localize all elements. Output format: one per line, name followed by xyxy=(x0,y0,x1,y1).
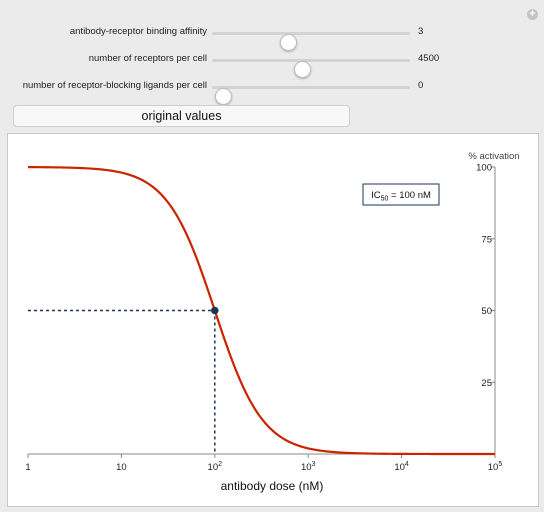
svg-text:IC50 = 100 nM: IC50 = 100 nM xyxy=(371,190,431,203)
x-tick-label: 104 xyxy=(394,461,409,473)
slider-thumb[interactable] xyxy=(214,88,232,105)
y-ticks: 25 50 75 100 xyxy=(476,163,495,389)
x-ticks: 1 10 102 103 104 105 xyxy=(25,454,502,473)
y-tick-label: 50 xyxy=(481,306,492,317)
y-tick-label: 100 xyxy=(476,163,492,174)
x-tick-label: 105 xyxy=(488,461,503,473)
control-row-binding-affinity: antibody-receptor binding affinity 3 xyxy=(0,23,544,51)
x-tick-label: 103 xyxy=(301,461,316,473)
control-value: 3 xyxy=(418,26,424,37)
control-value: 4500 xyxy=(418,53,440,64)
control-label: number of receptors per cell xyxy=(88,53,207,64)
plot-panel: % activation antibody dose (nM) 1 10 102 10… xyxy=(7,133,539,507)
control-value: 0 xyxy=(418,80,424,91)
y-tick-label: 75 xyxy=(481,234,492,245)
ic50-annotation: IC50 = 100 nM xyxy=(362,183,440,206)
x-tick-label: 1 xyxy=(25,462,30,473)
control-label: number of receptor-blocking ligands per … xyxy=(22,80,207,91)
x-tick-label: 102 xyxy=(208,461,223,473)
ic50-marker[interactable] xyxy=(211,306,219,315)
control-label: antibody-receptor binding affinity xyxy=(69,26,207,37)
dose-response-curve xyxy=(27,166,495,456)
slider-thumb[interactable] xyxy=(294,61,312,78)
blocking-ligands-slider[interactable] xyxy=(212,86,410,105)
binding-affinity-slider[interactable] xyxy=(212,32,410,51)
receptors-slider[interactable] xyxy=(212,59,410,78)
y-tick-label: 25 xyxy=(481,378,492,389)
original-values-button[interactable]: original values xyxy=(13,105,350,127)
control-row-blocking-ligands: number of receptor-blocking ligands per … xyxy=(0,77,544,105)
x-axis-label: antibody dose (nM) xyxy=(221,479,324,493)
x-tick-label: 10 xyxy=(116,462,127,473)
control-row-receptors: number of receptors per cell 4500 xyxy=(0,50,544,78)
dose-response-chart: % activation antibody dose (nM) 1 10 102 10… xyxy=(25,151,519,493)
plus-icon[interactable]: + xyxy=(527,9,538,20)
y-axis-label: % activation xyxy=(468,151,519,162)
slider-thumb[interactable] xyxy=(280,34,298,51)
